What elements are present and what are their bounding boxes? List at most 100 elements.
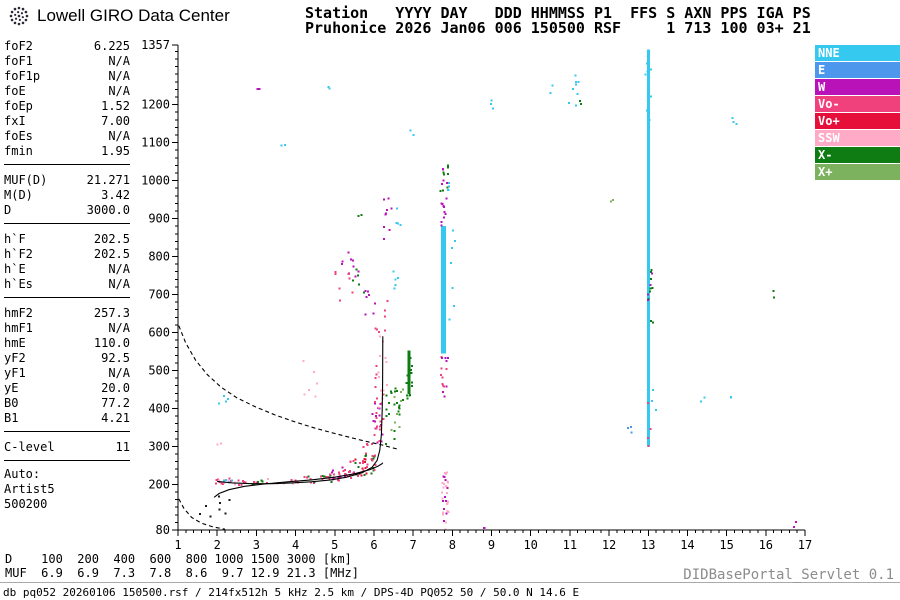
param-row-fof1p: foF1p N/A — [4, 69, 130, 84]
param-label: M(D) — [4, 188, 33, 202]
x-tick-label: 12 — [602, 538, 616, 552]
param-row-hmf2: hmF2 257.3 — [4, 306, 130, 321]
param-label: B0 — [4, 396, 19, 410]
param-row-foep: foEp 1.52 — [4, 99, 130, 114]
param-row-hf2: h`F2 202.5 — [4, 247, 130, 262]
param-value: N/A — [108, 69, 130, 83]
param-label: hmF2 — [4, 306, 33, 320]
x-tick-label: 14 — [680, 538, 694, 552]
echo-column — [646, 49, 650, 447]
servlet-watermark: DIDBasePortal_Servlet 0.1 — [683, 567, 894, 583]
y-tick-label: 1000 — [141, 174, 170, 188]
param-value: 21.271 — [86, 173, 130, 187]
brand-title: Lowell GIRO Data Center — [37, 6, 230, 25]
station-header-line2: Pruhonice 2026 Jan06 006 150500 RSF 1 71… — [305, 19, 811, 37]
electron-density-profile — [213, 462, 384, 498]
sidebar-divider — [4, 223, 130, 224]
param-value: 11 — [115, 440, 130, 454]
y-tick-label: 700 — [148, 288, 170, 302]
param-label: foE — [4, 84, 26, 98]
legend-item-e: E — [815, 62, 900, 78]
x-tick-label: 8 — [449, 538, 456, 552]
param-row-ye: yE 20.0 — [4, 381, 130, 396]
param-row-yf1: yF1 N/A — [4, 366, 130, 381]
x-tick-label: 7 — [410, 538, 417, 552]
y-tick-label: 900 — [148, 212, 170, 226]
param-row-fof2: foF2 6.225 — [4, 39, 130, 54]
x-tick-label: 10 — [523, 538, 537, 552]
param-value: 6.225 — [93, 39, 130, 53]
param-row-fmin: fmin 1.95 — [4, 144, 130, 159]
param-value: N/A — [108, 366, 130, 380]
param-row-yf2: yF2 92.5 — [4, 351, 130, 366]
param-label: foF1 — [4, 54, 33, 68]
param-value: 77.2 — [101, 396, 130, 410]
param-value: 110.0 — [93, 336, 130, 350]
param-row-d: D 3000.0 — [4, 203, 130, 218]
legend-item-x: X- — [815, 147, 900, 163]
param-value: N/A — [108, 84, 130, 98]
param-row-fxi: fxI 7.00 — [4, 114, 130, 129]
x-tick-label: 2 — [214, 538, 221, 552]
param-label: h`E — [4, 262, 26, 276]
footer-divider — [0, 582, 900, 583]
legend-item-ssw: SSW — [815, 130, 900, 146]
parameter-panel: foF2 6.225 foF1 N/A foF1p N/A foE N/A foEp 1.52 fx… — [4, 39, 130, 512]
param-row-b1: B1 4.21 — [4, 411, 130, 426]
x-tick-label: 17 — [798, 538, 812, 552]
param-value: 202.5 — [93, 247, 130, 261]
param-section: hmF2 257.3 hmF1 N/A hmE 110.0 yF2 92.5 yF1 N/A yE 2… — [4, 306, 130, 426]
echo-column — [441, 226, 447, 354]
param-label: B1 — [4, 411, 19, 425]
param-label: fmin — [4, 144, 33, 158]
param-row-b0: B0 77.2 — [4, 396, 130, 411]
param-label: hmE — [4, 336, 26, 350]
profile-extrapolation — [178, 498, 226, 530]
param-row-hmf1: hmF1 N/A — [4, 321, 130, 336]
echo-legend: NNE E W Vo- Vo+ SSW X- X+ — [815, 45, 900, 181]
param-value: 92.5 — [101, 351, 130, 365]
param-section: foF2 6.225 foF1 N/A foF1p N/A foE N/A foEp 1.52 fx… — [4, 39, 130, 159]
param-row-foe: foE N/A — [4, 84, 130, 99]
y-tick-label: 300 — [148, 439, 170, 453]
auto-label: Auto: — [4, 467, 41, 481]
y-tick-label: 400 — [148, 401, 170, 415]
sidebar-divider — [4, 431, 130, 432]
param-value: 1.52 — [101, 99, 130, 113]
param-label: h`F — [4, 232, 26, 246]
y-tick-label: 80 — [156, 523, 170, 537]
legend-item-w: W — [815, 79, 900, 95]
param-value: N/A — [108, 321, 130, 335]
x-tick-label: 16 — [759, 538, 773, 552]
param-section: MUF(D) 21.271 M(D) 3.42 D 3000.0 — [4, 173, 130, 218]
param-value: 1.95 — [101, 144, 130, 158]
f-layer-trace-fit — [217, 336, 384, 485]
param-label: foEs — [4, 129, 33, 143]
param-row-mufd: MUF(D) 21.271 — [4, 173, 130, 188]
legend-item-x: X+ — [815, 164, 900, 180]
muf-row: MUF 6.9 6.9 7.3 7.8 8.6 9.7 12.9 21.3 [M… — [5, 566, 360, 580]
auto-line: 500200 — [4, 497, 48, 511]
param-row-clevel: C-level 11 — [4, 440, 130, 455]
param-row-hme: hmE 110.0 — [4, 336, 130, 351]
param-label: fxI — [4, 114, 26, 128]
param-label: foF1p — [4, 69, 41, 83]
param-label: yF1 — [4, 366, 26, 380]
param-label: MUF(D) — [4, 173, 48, 187]
param-label: yE — [4, 381, 19, 395]
param-label: hmF1 — [4, 321, 33, 335]
y-tick-label: 1100 — [141, 136, 170, 150]
distance-row: D 100 200 400 600 800 1000 1500 3000 [km… — [5, 552, 352, 566]
sidebar-divider — [4, 164, 130, 165]
param-value: N/A — [108, 54, 130, 68]
axes: 1357120011001000900800700600500400300200… — [141, 38, 812, 552]
x-tick-label: 15 — [719, 538, 733, 552]
param-value: 7.00 — [101, 114, 130, 128]
param-row-hf: h`F 202.5 — [4, 232, 130, 247]
x-tick-label: 3 — [253, 538, 260, 552]
x-tick-label: 9 — [488, 538, 495, 552]
sidebar-divider — [4, 460, 130, 461]
param-label: foF2 — [4, 39, 33, 53]
param-label: foEp — [4, 99, 33, 113]
